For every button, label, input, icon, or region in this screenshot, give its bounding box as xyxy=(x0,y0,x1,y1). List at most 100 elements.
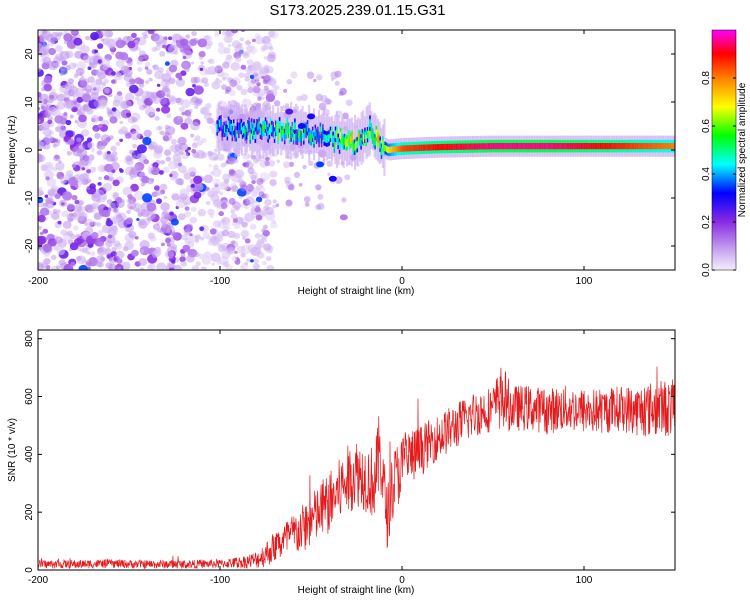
heatmap-cell xyxy=(181,152,189,159)
heatmap-cell xyxy=(257,96,262,101)
heatmap-cell xyxy=(313,78,317,83)
heatmap-cell xyxy=(267,131,269,139)
heatmap-cell xyxy=(89,61,98,69)
heatmap-cell xyxy=(38,42,43,49)
heatmap-cell xyxy=(198,253,205,260)
heatmap-cell xyxy=(478,143,481,150)
heatmap-cell xyxy=(170,218,179,226)
heatmap-cell xyxy=(667,143,669,150)
heatmap-cell xyxy=(505,143,508,150)
heatmap-cell xyxy=(511,143,514,150)
heatmap-cell xyxy=(532,143,534,150)
heatmap-cell xyxy=(70,90,78,98)
heatmap-cell xyxy=(116,114,122,120)
heatmap-cell xyxy=(208,152,219,161)
heatmap-cell xyxy=(564,143,566,150)
heatmap-cell xyxy=(489,143,491,150)
heatmap-cell xyxy=(58,259,66,266)
heatmap-cell xyxy=(329,130,332,139)
heatmap-cell xyxy=(222,173,231,182)
heatmap-cell xyxy=(230,206,236,211)
heatmap-cell xyxy=(73,204,83,213)
heatmap-cell xyxy=(302,164,307,170)
heatmap-cell xyxy=(143,104,147,109)
heatmap-cell xyxy=(607,143,610,150)
heatmap-cell xyxy=(212,198,223,208)
heatmap-cell xyxy=(608,143,611,150)
heatmap-cell xyxy=(101,224,112,234)
heatmap-cell xyxy=(65,170,74,177)
heatmap-cell xyxy=(160,160,166,165)
heatmap-cell xyxy=(47,98,54,104)
heatmap-cell xyxy=(125,155,133,162)
heatmap-cell xyxy=(477,143,480,150)
heatmap-cell xyxy=(71,194,78,201)
heatmap-cell xyxy=(261,228,267,233)
heatmap-cell xyxy=(125,112,132,118)
heatmap-cell xyxy=(178,213,186,221)
heatmap-cell xyxy=(208,188,213,193)
heatmap-cell xyxy=(407,145,410,152)
heatmap-cell xyxy=(263,85,269,91)
heatmap-cell xyxy=(417,144,420,151)
snr-y-label: SNR (10 * v/v) xyxy=(7,418,18,482)
heatmap-cell xyxy=(664,143,667,150)
heatmap-cell xyxy=(224,125,226,134)
heatmap-cell xyxy=(65,119,72,126)
heatmap-cell xyxy=(513,143,515,150)
heatmap-cell xyxy=(129,149,135,155)
heatmap-cell xyxy=(78,159,86,167)
heatmap-cell xyxy=(537,143,539,150)
heatmap-cell xyxy=(166,226,176,235)
heatmap-cell xyxy=(105,246,110,251)
heatmap-cell xyxy=(109,116,118,124)
heatmap-cell xyxy=(136,144,147,154)
heatmap-cell xyxy=(217,46,227,55)
heatmap-cell xyxy=(105,240,113,248)
heatmap-cell xyxy=(141,32,147,37)
heatmap-cell xyxy=(146,202,157,212)
heatmap-cell xyxy=(143,129,152,138)
heatmap-cell xyxy=(203,174,213,184)
heatmap-cell xyxy=(671,143,673,150)
heatmap-cell xyxy=(188,108,193,113)
heatmap-cell xyxy=(285,108,294,115)
heatmap-cell xyxy=(201,256,212,265)
heatmap-cell xyxy=(220,202,228,210)
heatmap-cell xyxy=(145,80,150,85)
heatmap-cell xyxy=(653,143,655,150)
heatmap-cell xyxy=(55,224,59,228)
heatmap-cell xyxy=(56,124,65,133)
heatmap-cell xyxy=(324,134,327,143)
heatmap-cell xyxy=(323,134,325,142)
heatmap-cell xyxy=(41,30,52,40)
heatmap-cell xyxy=(137,56,144,62)
heatmap-cell xyxy=(222,222,231,231)
spectrogram-y-label: Frequency (Hz) xyxy=(7,116,18,185)
heatmap-cell xyxy=(110,224,118,231)
heatmap-cell xyxy=(196,140,203,146)
heatmap-cell xyxy=(38,97,45,106)
heatmap-cell xyxy=(155,189,163,196)
heatmap-cell xyxy=(169,173,173,177)
heatmap-cell xyxy=(290,130,292,139)
heatmap-cell xyxy=(403,145,406,152)
heatmap-cell xyxy=(266,124,268,133)
heatmap-cell xyxy=(222,76,227,81)
snr-y-ticks: 0 200 400 600 800 xyxy=(24,330,675,573)
heatmap-cell xyxy=(119,138,123,142)
heatmap-cell xyxy=(339,87,347,96)
heatmap-cell xyxy=(635,143,638,150)
heatmap-cell xyxy=(383,145,385,153)
heatmap-cell xyxy=(394,146,397,153)
heatmap-cell xyxy=(165,81,169,86)
heatmap-cell xyxy=(79,80,88,87)
heatmap-cell xyxy=(546,143,548,150)
colorbar-ticks: 0.0 0.2 0.4 0.6 0.8 xyxy=(701,71,736,277)
heatmap-cell xyxy=(550,143,552,150)
heatmap-cell xyxy=(365,134,367,143)
heatmap-cell xyxy=(101,58,111,67)
heatmap-cell xyxy=(355,141,357,150)
heatmap-cell xyxy=(266,264,275,270)
heatmap-cell xyxy=(75,233,81,239)
